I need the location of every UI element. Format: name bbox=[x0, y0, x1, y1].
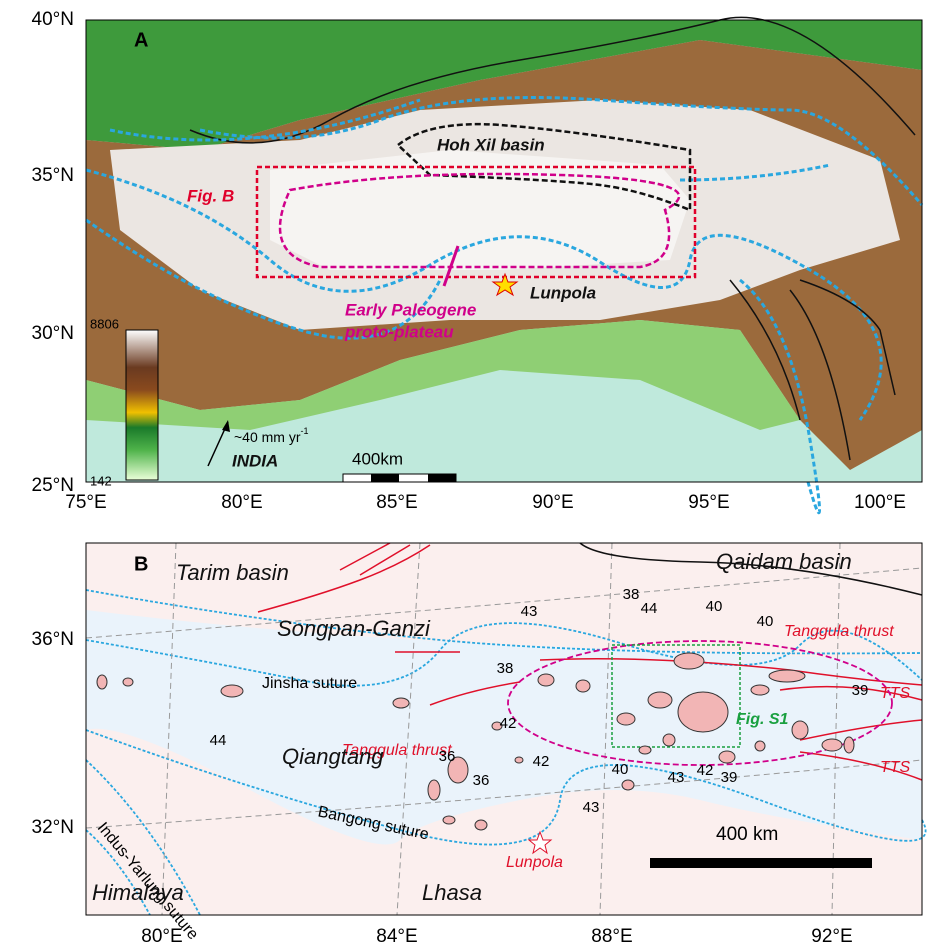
plateau-label: proto-plateau bbox=[344, 322, 454, 341]
lat-tick: 40°N bbox=[32, 9, 74, 30]
age-label: 42 bbox=[533, 753, 550, 770]
lon-tick: 92°E bbox=[811, 926, 852, 947]
region-label: Tarim basin bbox=[176, 560, 289, 585]
panel-a-map bbox=[85, 16, 924, 515]
site-label: Lunpola bbox=[530, 283, 596, 302]
scale-label: 400 km bbox=[716, 824, 778, 845]
age-label: 38 bbox=[497, 660, 514, 677]
age-label: 39 bbox=[721, 769, 738, 786]
age-label: 36 bbox=[439, 748, 456, 765]
panel-label: A bbox=[134, 29, 148, 51]
figure-label: Fig. S1 bbox=[736, 711, 789, 728]
region-label: Songpan-Ganzi bbox=[277, 616, 431, 641]
panel-b-map bbox=[85, 542, 927, 916]
velocity-label: ~40 mm yr-1 bbox=[234, 426, 309, 444]
site-label: Lunpola bbox=[506, 854, 563, 871]
figure-label: Fig. B bbox=[187, 186, 234, 205]
lon-tick: 88°E bbox=[591, 926, 632, 947]
region-label: Lhasa bbox=[422, 880, 482, 905]
age-label: 44 bbox=[210, 732, 227, 749]
plateau-label: Early Paleogene bbox=[345, 300, 476, 319]
lon-tick: 80°E bbox=[221, 492, 262, 513]
age-label: 40 bbox=[757, 613, 774, 630]
basin-label: Hoh Xil basin bbox=[437, 135, 545, 154]
age-label: 43 bbox=[668, 769, 685, 786]
lon-tick: 84°E bbox=[376, 926, 417, 947]
velocity-exponent: -1 bbox=[301, 426, 309, 436]
age-label: 38 bbox=[623, 586, 640, 603]
lon-tick: 100°E bbox=[854, 492, 906, 513]
fault-label: TTS bbox=[880, 759, 911, 776]
age-label: 42 bbox=[500, 715, 517, 732]
lat-tick: 32°N bbox=[32, 817, 74, 838]
lat-tick: 36°N bbox=[32, 629, 74, 650]
lat-tick: 30°N bbox=[32, 323, 74, 344]
region-label: Qaidam basin bbox=[716, 549, 852, 574]
scale-label: 400km bbox=[352, 449, 403, 468]
legend-min: 142 bbox=[90, 473, 112, 488]
age-label: 36 bbox=[473, 772, 490, 789]
velocity-text: ~40 mm yr bbox=[234, 429, 301, 445]
legend-max: 8806 bbox=[90, 316, 119, 331]
panel-label: B bbox=[134, 553, 148, 575]
lat-tick: 35°N bbox=[32, 165, 74, 186]
plate-label: INDIA bbox=[232, 451, 278, 470]
lon-tick: 90°E bbox=[532, 492, 573, 513]
region-label: Qiangtang bbox=[282, 744, 384, 769]
fault-label: Tanggula thrust bbox=[784, 623, 894, 640]
age-label: 40 bbox=[612, 761, 629, 778]
age-label: 40 bbox=[706, 598, 723, 615]
lon-tick: 75°E bbox=[65, 492, 106, 513]
region-label: Himalaya bbox=[92, 880, 184, 905]
age-label: 43 bbox=[583, 799, 600, 816]
lon-tick: 80°E bbox=[141, 926, 182, 947]
age-label: 44 bbox=[641, 600, 658, 617]
age-label: 39 bbox=[852, 682, 869, 699]
lat-tick: 25°N bbox=[32, 475, 74, 496]
suture-label: Jinsha suture bbox=[262, 675, 357, 692]
fault-label: Tanggula thrust bbox=[342, 742, 452, 759]
lon-tick: 85°E bbox=[376, 492, 417, 513]
age-label: 43 bbox=[521, 603, 538, 620]
age-label: 42 bbox=[697, 762, 714, 779]
lon-tick: 95°E bbox=[688, 492, 729, 513]
fault-label: TTS bbox=[880, 685, 911, 702]
